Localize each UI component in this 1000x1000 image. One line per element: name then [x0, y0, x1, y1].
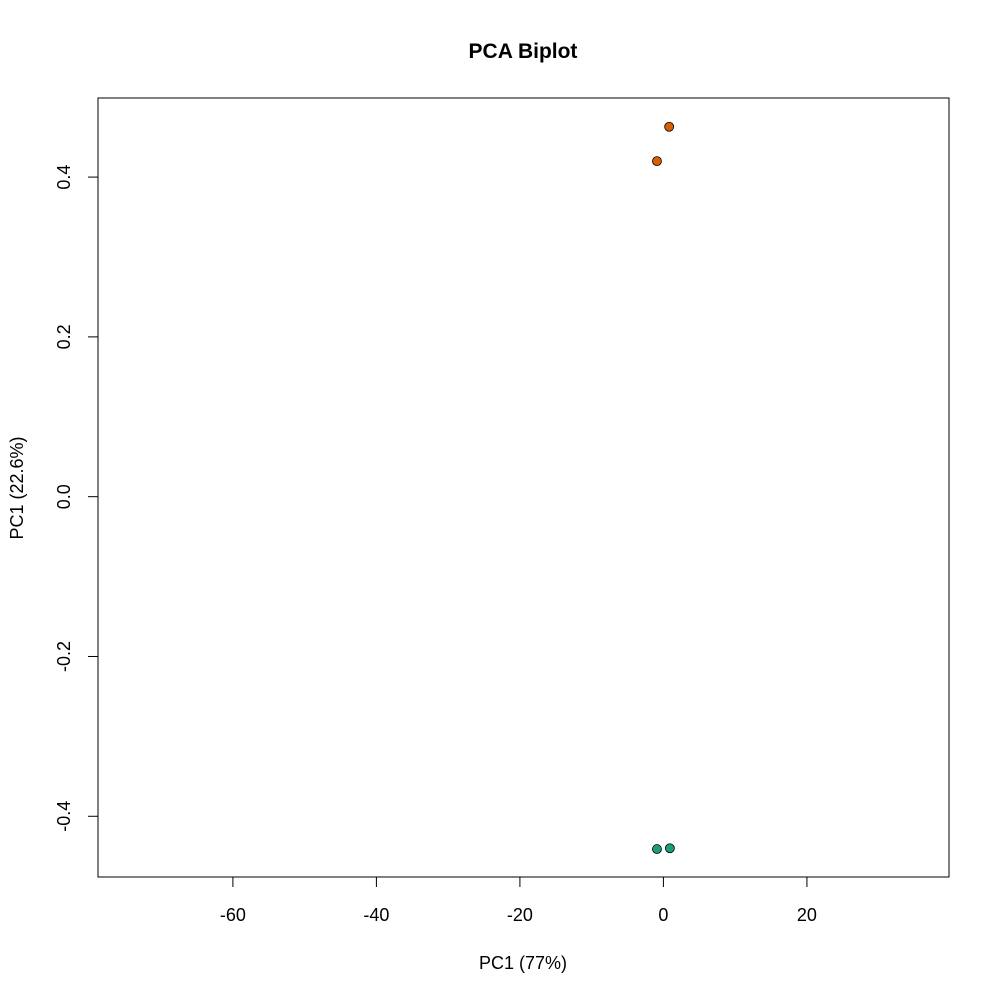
x-tick-label: 0	[658, 905, 668, 925]
data-point-series-1	[664, 121, 675, 132]
x-axis: -60 -40 -20 0 20	[220, 876, 817, 925]
x-tick-label: 20	[797, 905, 817, 925]
x-tick-label: -20	[507, 905, 533, 925]
y-tick-label: 0.0	[54, 484, 74, 509]
y-axis-label: PC1 (22.6%)	[7, 436, 27, 539]
data-point-series-2	[652, 844, 662, 854]
y-tick-label: 0.2	[54, 324, 74, 349]
x-axis-label: PC1 (77%)	[479, 953, 567, 973]
x-tick-label: -60	[220, 905, 246, 925]
chart-title: PCA Biplot	[469, 40, 578, 63]
data-point-series-2	[664, 843, 675, 854]
y-tick-label: -0.2	[54, 641, 74, 672]
data-points	[652, 121, 675, 854]
plot-frame	[97, 97, 950, 878]
x-tick-label: -40	[363, 905, 389, 925]
data-point-series-1	[652, 156, 662, 167]
y-tick-label: -0.4	[54, 801, 74, 832]
y-tick-label: 0.4	[54, 165, 74, 190]
y-axis: -0.4 -0.2 0.0 0.2 0.4	[54, 165, 99, 832]
